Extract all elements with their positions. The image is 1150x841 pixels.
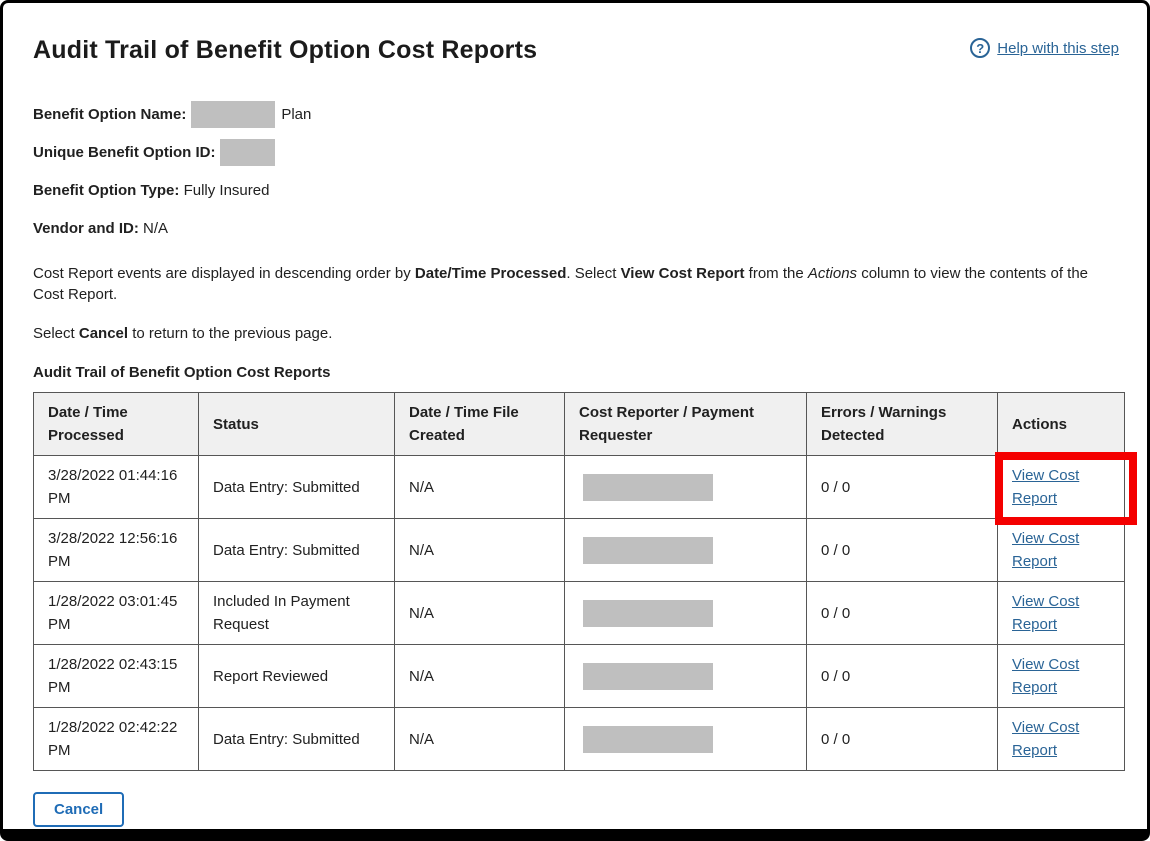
cell-cost-reporter — [564, 707, 807, 771]
question-mark-icon: ? — [970, 38, 991, 58]
view-cost-report-link[interactable]: View Cost Report — [1012, 656, 1080, 696]
table-row: 1/28/2022 02:42:22 PM Data Entry: Submit… — [33, 707, 1125, 771]
column-header-date-time-processed: Date / Time Processed — [33, 392, 199, 456]
cell-actions: View Cost Report — [997, 644, 1125, 708]
table-row: 3/28/2022 12:56:16 PM Data Entry: Submit… — [33, 518, 1125, 582]
benefit-option-type-label: Benefit Option Type: — [33, 182, 180, 199]
benefit-option-type-value: Fully Insured — [183, 182, 270, 199]
cell-status: Data Entry: Submitted — [198, 707, 395, 771]
table-row: 3/28/2022 01:44:16 PM Data Entry: Submit… — [33, 452, 1137, 525]
cell-errors-warnings: 0 / 0 — [806, 518, 998, 582]
instructions-text: column to view the contents of the Cost … — [33, 265, 1089, 303]
view-cost-report-link[interactable]: View Cost Report — [1012, 593, 1080, 633]
redacted-cost-reporter — [583, 662, 713, 690]
help-link[interactable]: ? Help with this step — [970, 38, 1119, 58]
instructions-bold-view-cost-report: View Cost Report — [620, 265, 745, 282]
audit-trail-table: Date / Time Processed Status Date / Time… — [33, 392, 1137, 771]
cell-file-created: N/A — [394, 644, 565, 708]
view-cost-report-link[interactable]: View Cost Report — [1012, 719, 1080, 759]
column-header-actions: Actions — [997, 392, 1125, 456]
redacted-benefit-option-name — [191, 101, 276, 128]
table-row: 1/28/2022 03:01:45 PM Included In Paymen… — [33, 581, 1125, 645]
cell-date-processed: 1/28/2022 02:43:15 PM — [33, 644, 199, 708]
cell-errors-warnings: 0 / 0 — [806, 581, 998, 645]
cell-date-processed: 1/28/2022 03:01:45 PM — [33, 581, 199, 645]
cell-file-created: N/A — [394, 518, 565, 582]
cell-actions: View Cost Report — [997, 707, 1125, 771]
instructions-italic-actions: Actions — [807, 265, 858, 282]
benefit-option-type-line: Benefit Option Type: Fully Insured — [33, 177, 1119, 204]
table-row: 1/28/2022 02:43:15 PM Report Reviewed N/… — [33, 644, 1125, 708]
benefit-option-name-label: Benefit Option Name: — [33, 106, 187, 123]
cell-errors-warnings: 0 / 0 — [806, 644, 998, 708]
cell-date-processed: 3/28/2022 12:56:16 PM — [33, 518, 199, 582]
redacted-cost-reporter — [583, 536, 713, 564]
cell-actions: View Cost Report — [995, 452, 1137, 525]
view-cost-report-link[interactable]: View Cost Report — [1012, 467, 1080, 507]
cell-cost-reporter — [564, 581, 807, 645]
cancel-instruction-paragraph: Select Cancel to return to the previous … — [33, 323, 1119, 344]
column-header-cost-reporter: Cost Reporter / Payment Requester — [564, 392, 807, 456]
unique-benefit-option-id-label: Unique Benefit Option ID: — [33, 144, 216, 161]
redacted-cost-reporter — [583, 725, 713, 753]
cell-date-processed: 1/28/2022 02:42:22 PM — [33, 707, 199, 771]
table-header-row: Date / Time Processed Status Date / Time… — [33, 392, 1125, 456]
red-highlight-annotation — [995, 452, 1137, 525]
cell-cost-reporter — [564, 644, 807, 708]
help-link-label: Help with this step — [997, 39, 1119, 57]
instructions-text: from the — [744, 265, 808, 282]
column-header-status: Status — [198, 392, 395, 456]
page-header: Audit Trail of Benefit Option Cost Repor… — [33, 21, 1119, 65]
cell-file-created: N/A — [394, 581, 565, 645]
table-caption: Audit Trail of Benefit Option Cost Repor… — [33, 364, 331, 381]
cell-file-created: N/A — [394, 455, 565, 519]
cell-actions: View Cost Report — [997, 518, 1125, 582]
cell-cost-reporter — [564, 455, 807, 519]
cell-status: Data Entry: Submitted — [198, 518, 395, 582]
redacted-cost-reporter — [583, 473, 713, 501]
benefit-option-name-suffix: Plan — [281, 106, 312, 123]
instructions-paragraph: Cost Report events are displayed in desc… — [33, 263, 1119, 305]
unique-benefit-option-id-line: Unique Benefit Option ID: — [33, 139, 1119, 166]
cell-errors-warnings: 0 / 0 — [806, 707, 998, 771]
column-header-errors-warnings: Errors / Warnings Detected — [806, 392, 998, 456]
cancel-button[interactable]: Cancel — [33, 792, 125, 827]
instructions-text: . Select — [566, 265, 621, 282]
cell-status: Included In Payment Request — [198, 581, 395, 645]
redacted-unique-benefit-option-id — [220, 139, 276, 166]
benefit-option-name-line: Benefit Option Name: Plan — [33, 101, 1119, 128]
instructions-text: Cost Report events are displayed in desc… — [33, 265, 415, 282]
vendor-id-line: Vendor and ID: N/A — [33, 215, 1119, 242]
cell-date-processed: 3/28/2022 01:44:16 PM — [33, 455, 199, 519]
cell-cost-reporter — [564, 518, 807, 582]
cell-status: Data Entry: Submitted — [198, 455, 395, 519]
column-header-date-time-file-created: Date / Time File Created — [394, 392, 565, 456]
cell-errors-warnings: 0 / 0 — [806, 455, 998, 519]
cell-status: Report Reviewed — [198, 644, 395, 708]
cancel-instruction-bold: Cancel — [78, 325, 129, 342]
benefit-option-details: Benefit Option Name: Plan Unique Benefit… — [33, 101, 1119, 242]
cancel-instruction-text: to return to the previous page. — [128, 325, 333, 342]
redacted-cost-reporter — [583, 599, 713, 627]
cancel-instruction-text: Select — [33, 325, 79, 342]
cell-file-created: N/A — [394, 707, 565, 771]
instructions-bold-date-time: Date/Time Processed — [414, 265, 567, 282]
page-title: Audit Trail of Benefit Option Cost Repor… — [33, 36, 538, 64]
cell-actions: View Cost Report — [997, 581, 1125, 645]
view-cost-report-link[interactable]: View Cost Report — [1012, 530, 1080, 570]
vendor-id-value: N/A — [143, 220, 169, 237]
vendor-id-label: Vendor and ID: — [33, 220, 139, 237]
